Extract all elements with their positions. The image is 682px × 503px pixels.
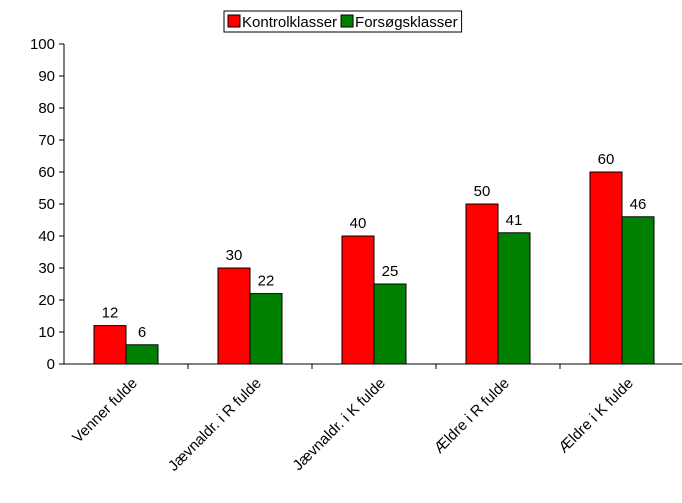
x-tick-label: Jævnaldr. i K fulde [290,375,389,474]
data-label: 46 [630,196,647,213]
legend-swatch [340,14,354,28]
x-tick-label: Ældre i K fulde [555,375,637,457]
y-tick-label: 40 [38,228,55,245]
bar [465,203,499,365]
legend-swatch [227,14,241,28]
y-tick-label: 100 [30,36,55,53]
bar [125,344,159,365]
y-tick-label: 50 [38,196,55,213]
data-label: 12 [102,305,119,322]
bar [249,293,283,365]
bar [341,235,375,365]
bar [373,283,407,365]
data-label: 22 [258,273,275,290]
data-label: 30 [226,247,243,264]
x-tick-label: Jævnaldr. i R fulde [165,375,265,475]
bar [589,171,623,365]
bar [217,267,251,365]
data-label: 50 [474,183,491,200]
y-tick-label: 30 [38,260,55,277]
y-tick-label: 20 [38,292,55,309]
legend-label: Forsøgsklasser [355,14,458,31]
y-tick-label: 70 [38,132,55,149]
data-label: 25 [382,263,399,280]
data-label: 40 [350,215,367,232]
legend-label: Kontrolklasser [242,14,337,31]
y-tick-label: 0 [47,356,55,373]
y-tick-label: 60 [38,164,55,181]
bar [497,232,531,365]
x-tick-label: Ældre i R fulde [431,375,513,457]
legend: Kontrolklasser Forsøgsklasser [223,10,463,33]
y-tick-label: 90 [38,68,55,85]
bar [621,216,655,365]
data-label: 6 [138,324,146,341]
y-tick-label: 80 [38,100,55,117]
y-tick-label: 10 [38,324,55,341]
bar [93,325,127,365]
data-label: 41 [506,212,523,229]
x-tick-label: Venner fulde [69,375,141,447]
data-label: 60 [598,151,615,168]
